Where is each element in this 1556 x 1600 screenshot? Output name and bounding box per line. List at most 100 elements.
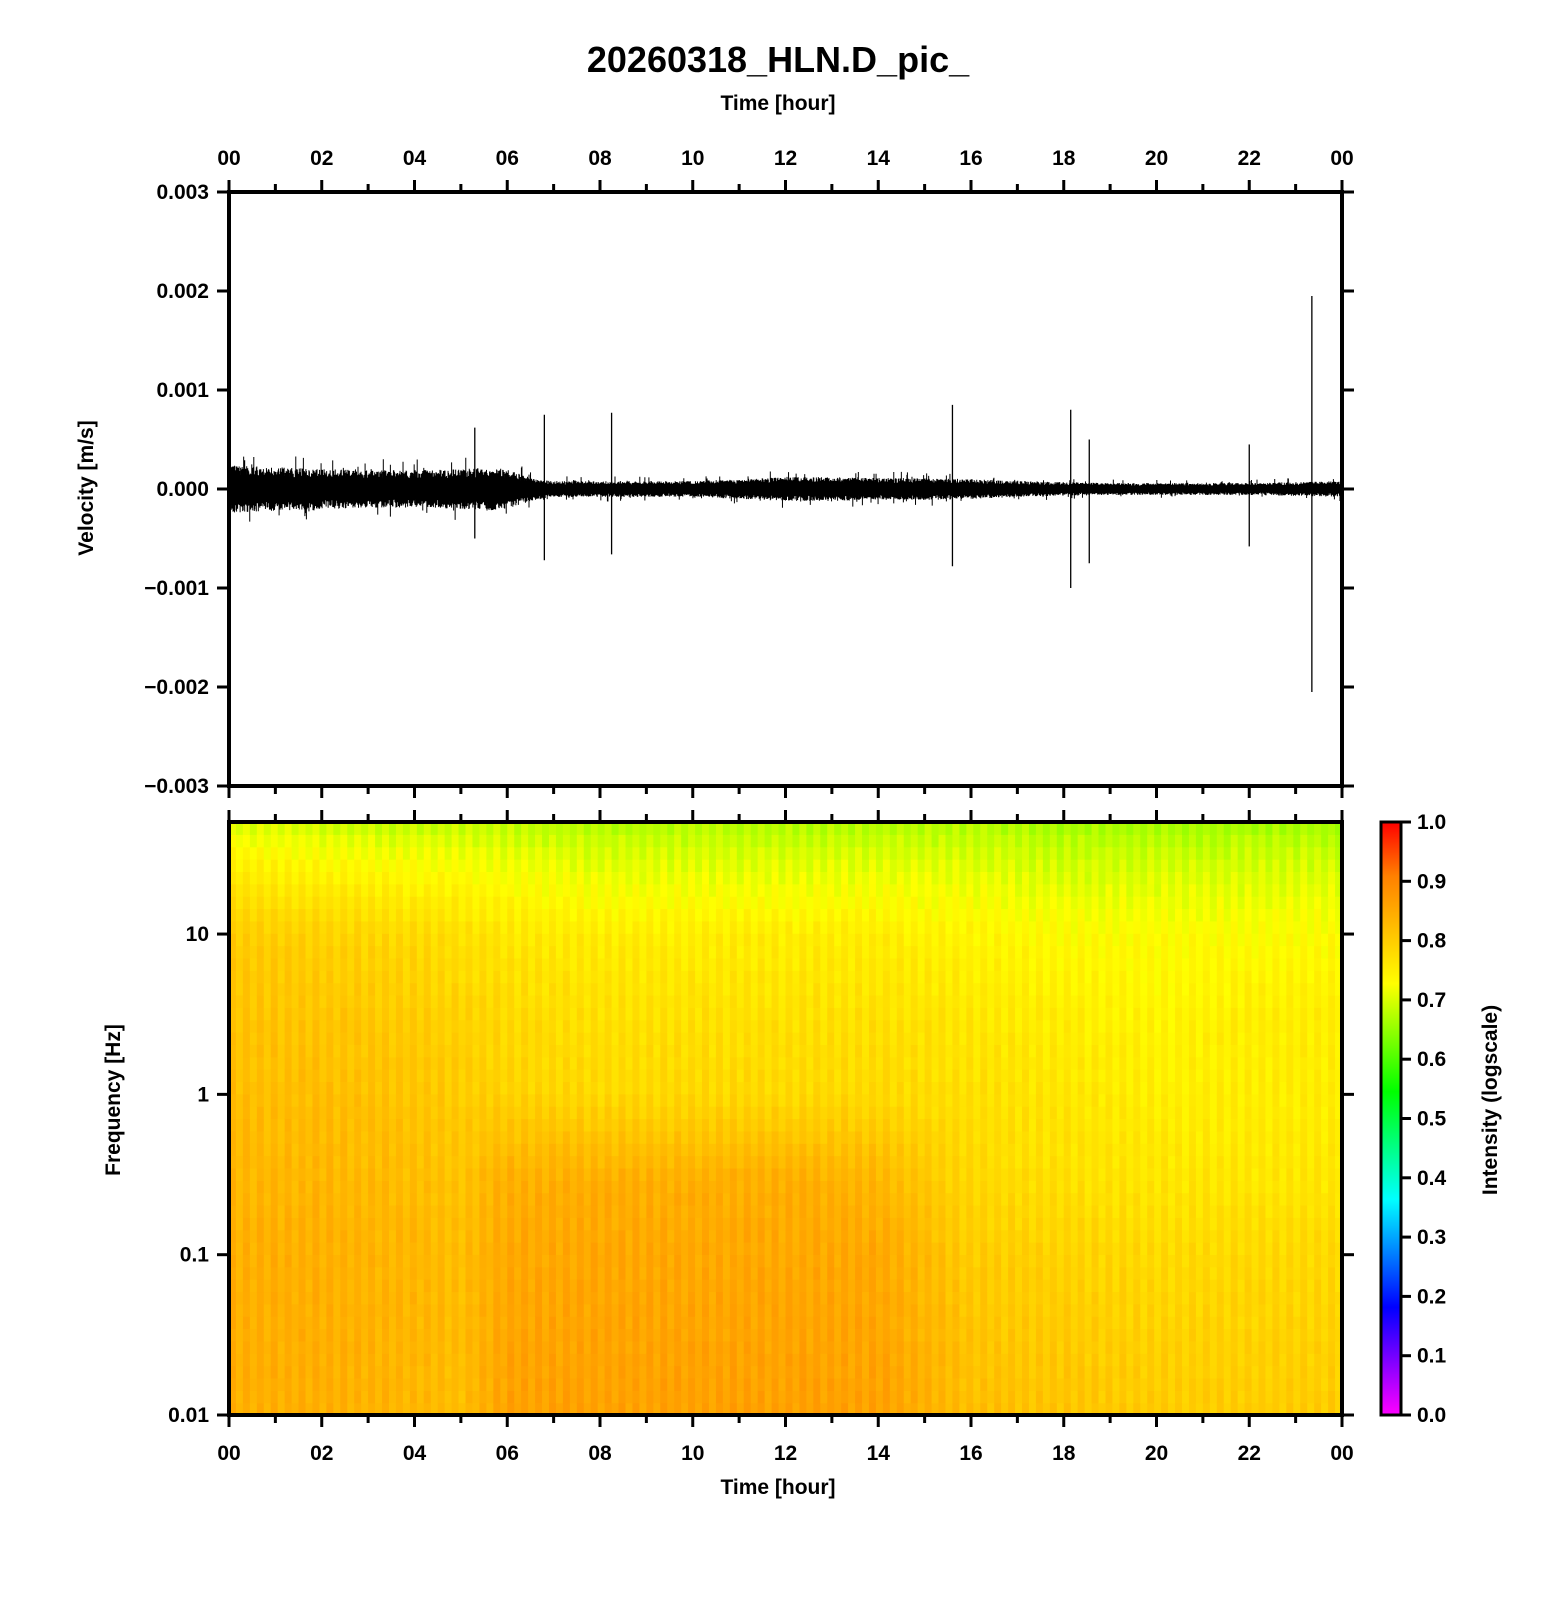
spectrogram-cell xyxy=(750,1155,759,1169)
spectrogram-cell xyxy=(382,1180,390,1194)
spectrogram-cell xyxy=(486,1353,494,1367)
spectrogram-cell xyxy=(291,1204,300,1218)
spectrogram-cell xyxy=(263,1291,272,1305)
spectrogram-cell xyxy=(820,1167,828,1181)
spectrogram-cell xyxy=(590,933,599,947)
spectrogram-cell xyxy=(618,1217,627,1231)
spectrogram-cell xyxy=(611,1106,620,1120)
spectrogram-cell xyxy=(604,1365,613,1379)
spectrogram-cell xyxy=(284,883,293,897)
spectrogram-cell xyxy=(917,1118,926,1132)
spectrogram-cell xyxy=(611,846,620,860)
spectrogram-cell xyxy=(792,1180,801,1194)
spectrogram-cell xyxy=(458,1328,467,1342)
spectrogram-cell xyxy=(834,1106,842,1120)
spectrogram-cell xyxy=(284,994,293,1008)
spectrogram-cell xyxy=(514,933,522,947)
spectrogram-cell xyxy=(451,1328,460,1342)
spectrogram-cell xyxy=(312,1044,321,1058)
spectrogram-cell xyxy=(465,1328,474,1342)
spectrogram-cell xyxy=(604,834,613,848)
spectrogram-cell xyxy=(291,994,300,1008)
spectrogram-cell xyxy=(500,1353,508,1367)
spectrogram-cell xyxy=(653,859,661,873)
spectrogram-cell xyxy=(514,1254,522,1268)
spectrogram-cell xyxy=(486,1069,494,1083)
spectrogram-cell xyxy=(382,1118,390,1132)
spectrogram-cell xyxy=(813,945,821,959)
spectrogram-cell xyxy=(618,1180,627,1194)
spectrogram-cell xyxy=(465,1402,474,1416)
spectrogram-cell xyxy=(444,1106,453,1120)
spectrogram-cell xyxy=(771,1118,780,1132)
spectrogram-cell xyxy=(743,1217,752,1231)
spectrogram-cell xyxy=(465,1007,474,1021)
spectrogram-cell xyxy=(757,1254,766,1268)
spectrogram-cell xyxy=(535,834,543,848)
spectrogram-cell xyxy=(423,1056,432,1070)
spectrogram-cell xyxy=(242,1192,251,1206)
spectrogram-cell xyxy=(354,1081,362,1095)
spectrogram-cell xyxy=(486,1402,494,1416)
spectrogram-cell xyxy=(792,883,801,897)
spectrogram-cell xyxy=(569,1093,578,1107)
spectrogram-cell xyxy=(674,1242,682,1255)
spectrogram-cell xyxy=(354,945,362,959)
spectrogram-cell xyxy=(514,1377,522,1391)
spectrogram-cell xyxy=(792,1377,801,1391)
spectrogram-cell xyxy=(444,1069,453,1083)
spectrogram-cell xyxy=(458,834,467,848)
spectrogram-cell xyxy=(917,1353,926,1367)
spectrogram-cell xyxy=(702,957,710,971)
spectrogram-cell xyxy=(298,1390,307,1404)
spectrogram-cell xyxy=(778,1303,787,1317)
spectrogram-cell xyxy=(771,1130,780,1144)
spectrogram-cell xyxy=(235,1279,244,1293)
spectrogram-cell xyxy=(388,1069,397,1083)
spectrogram-cell xyxy=(229,846,237,860)
spectrogram-cell xyxy=(834,1377,842,1391)
spectrogram-cell xyxy=(528,1365,536,1379)
spectrogram-cell xyxy=(938,933,947,947)
spectrogram-cell xyxy=(618,1093,627,1107)
spectrogram-cell xyxy=(479,933,487,947)
spectrogram-cell xyxy=(569,1316,578,1330)
spectrogram-cell xyxy=(555,1316,564,1330)
spectrogram-cell xyxy=(722,1254,731,1268)
spectrogram-cell xyxy=(750,896,759,910)
spectrogram-cell xyxy=(458,1242,467,1255)
spectrogram-cell xyxy=(562,982,571,996)
spectrogram-cell xyxy=(868,1143,877,1157)
spectrogram-cell xyxy=(500,822,508,835)
spectrogram-cell xyxy=(938,883,947,897)
spectrogram-cell xyxy=(256,871,265,885)
spectrogram-cell xyxy=(764,1316,773,1330)
spectrogram-cell xyxy=(750,1056,759,1070)
spectrogram-cell xyxy=(548,1279,557,1293)
spectrogram-cell xyxy=(882,1192,891,1206)
spectrogram-cell xyxy=(938,1155,947,1169)
spectrogram-cell xyxy=(820,1242,828,1255)
spectrogram-cell xyxy=(486,1192,494,1206)
spectrogram-cell xyxy=(555,1093,564,1107)
spectrogram-cell xyxy=(347,957,355,971)
spectrogram-cell xyxy=(889,945,898,959)
spectrogram-cell xyxy=(639,1204,647,1218)
spectrogram-cell xyxy=(535,1167,543,1181)
spectrogram-cell xyxy=(548,957,557,971)
spectrogram-cell xyxy=(437,982,446,996)
spectrogram-cell xyxy=(333,1254,341,1268)
spectrogram-cell xyxy=(256,908,265,922)
spectrogram-cell xyxy=(646,945,654,959)
spectrogram-cell xyxy=(715,1106,724,1120)
spectrogram-cell xyxy=(444,1402,453,1416)
spectrogram-cell xyxy=(528,933,536,947)
spectrogram-cell xyxy=(354,1279,362,1293)
spectrogram-cell xyxy=(750,970,759,984)
spectrogram-cell xyxy=(750,1254,759,1268)
spectrogram-cell xyxy=(625,1118,634,1132)
spectrogram-cell xyxy=(750,1353,759,1367)
spectrogram-cell xyxy=(597,1316,606,1330)
spectrogram-cell xyxy=(284,920,293,934)
spectrogram-cell xyxy=(263,970,272,984)
